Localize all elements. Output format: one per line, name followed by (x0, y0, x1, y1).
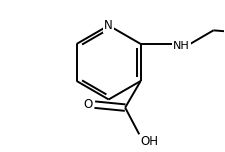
Text: N: N (104, 19, 113, 32)
Text: OH: OH (141, 135, 159, 148)
Text: O: O (83, 98, 92, 111)
Text: NH: NH (173, 41, 190, 51)
